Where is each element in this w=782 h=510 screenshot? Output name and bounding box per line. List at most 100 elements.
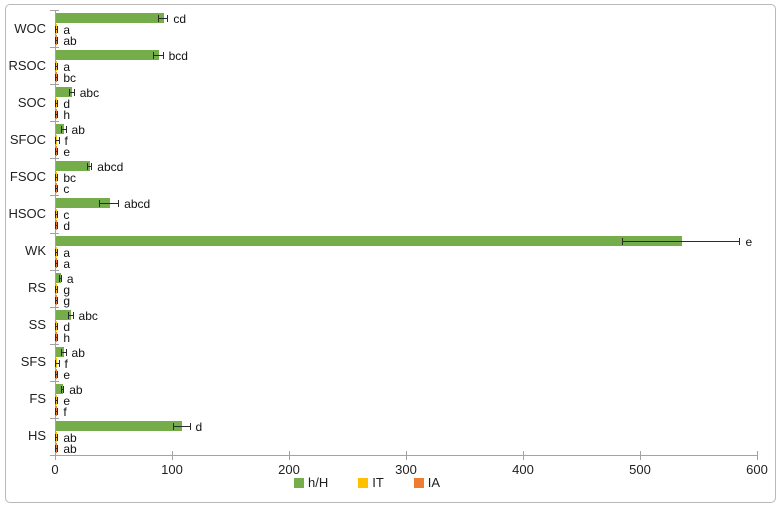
error-bar-cap bbox=[72, 311, 74, 319]
error-bar-cap bbox=[58, 274, 60, 282]
y-tick bbox=[50, 380, 59, 382]
sig-label: abc bbox=[79, 86, 100, 101]
error-bar-cap bbox=[55, 111, 56, 119]
sig-label: g bbox=[63, 293, 71, 308]
sig-label: a bbox=[66, 271, 74, 286]
error-bar bbox=[69, 92, 74, 94]
error-bar-cap bbox=[67, 311, 69, 319]
error-bar-cap bbox=[55, 407, 56, 415]
error-bar-cap bbox=[55, 296, 56, 304]
error-bar-cap bbox=[57, 285, 59, 293]
error-bar-cap bbox=[167, 15, 169, 22]
error-bar-cap bbox=[55, 148, 56, 156]
legend-item-hH: h/H bbox=[294, 475, 328, 490]
error-bar-cap bbox=[69, 89, 71, 97]
bar-hH-FSOC bbox=[56, 161, 90, 172]
sig-label: h bbox=[63, 108, 71, 123]
bar-hH-RSOC bbox=[56, 50, 159, 61]
error-bar bbox=[55, 177, 58, 179]
x-tick bbox=[289, 451, 290, 460]
error-bar-cap bbox=[57, 433, 59, 441]
error-bar-cap bbox=[57, 37, 59, 44]
error-bar-cap bbox=[60, 348, 62, 356]
error-bar bbox=[55, 362, 59, 364]
x-tick-label: 0 bbox=[51, 462, 59, 477]
error-bar-cap bbox=[63, 385, 65, 393]
y-tick bbox=[50, 84, 59, 86]
error-bar bbox=[173, 425, 190, 427]
sig-label: e bbox=[63, 367, 71, 382]
bar-hH-RS bbox=[56, 272, 61, 283]
error-bar-cap bbox=[57, 444, 59, 452]
x-tick-label: 500 bbox=[629, 462, 651, 477]
error-bar-cap bbox=[55, 137, 56, 145]
y-tick bbox=[50, 455, 59, 456]
sig-label: d bbox=[63, 97, 71, 112]
x-tick-label: 100 bbox=[161, 462, 183, 477]
error-bar bbox=[55, 410, 58, 412]
error-bar-cap bbox=[73, 89, 75, 97]
category-label: HSOC bbox=[8, 205, 46, 221]
category-label: WOC bbox=[14, 20, 46, 36]
sig-label: e bbox=[63, 393, 71, 408]
sig-label: a bbox=[63, 60, 71, 75]
sig-label: a bbox=[63, 245, 71, 260]
error-bar-cap bbox=[57, 74, 59, 82]
error-bar bbox=[55, 66, 58, 68]
error-bar-cap bbox=[57, 370, 59, 378]
error-bar-cap bbox=[162, 52, 164, 60]
sig-label: d bbox=[63, 319, 71, 334]
error-bar-cap bbox=[57, 296, 59, 304]
sig-label: ab bbox=[63, 34, 77, 48]
sig-label: bc bbox=[63, 171, 77, 186]
error-bar-cap bbox=[57, 211, 59, 219]
error-bar-cap bbox=[55, 259, 56, 267]
error-bar-cap bbox=[91, 163, 93, 171]
error-bar-cap bbox=[57, 63, 59, 71]
error-bar bbox=[55, 262, 58, 264]
error-bar-cap bbox=[189, 422, 191, 430]
error-bar-cap bbox=[55, 248, 56, 256]
sig-label: ab bbox=[63, 430, 77, 445]
error-bar-cap bbox=[55, 74, 56, 82]
legend-swatch-IT-icon bbox=[358, 477, 369, 488]
error-bar bbox=[55, 399, 58, 401]
bar-hH-SS bbox=[56, 309, 72, 320]
error-bar-cap bbox=[739, 237, 741, 245]
sig-label: c bbox=[63, 208, 70, 223]
category-label: WK bbox=[25, 243, 46, 259]
x-tick bbox=[640, 451, 641, 460]
error-bar bbox=[60, 129, 66, 131]
sig-label: e bbox=[745, 234, 753, 249]
error-bar bbox=[55, 188, 58, 190]
category-label: SFOC bbox=[9, 131, 46, 147]
sig-label: ab bbox=[71, 123, 85, 138]
legend-label-IA: IA bbox=[427, 475, 441, 490]
error-bar-cap bbox=[55, 26, 56, 33]
error-bar-cap bbox=[55, 63, 56, 71]
sig-label: ab bbox=[69, 382, 83, 397]
sig-label: e bbox=[63, 145, 71, 160]
sig-label: a bbox=[63, 23, 71, 37]
error-bar-cap bbox=[57, 111, 59, 119]
y-tick bbox=[50, 47, 59, 49]
error-bar-cap bbox=[55, 211, 56, 219]
bar-hH-FS bbox=[56, 383, 64, 394]
error-bar bbox=[60, 351, 66, 353]
y-tick bbox=[50, 232, 59, 234]
sig-label: f bbox=[64, 356, 68, 371]
sig-label: f bbox=[64, 134, 68, 149]
bar-hH-SFS bbox=[56, 346, 65, 357]
error-bar-cap bbox=[57, 248, 59, 256]
sig-label: c bbox=[63, 182, 70, 197]
x-tick bbox=[406, 451, 407, 460]
error-bar bbox=[55, 140, 59, 142]
error-bar bbox=[55, 77, 58, 79]
error-bar bbox=[55, 436, 58, 438]
error-bar-cap bbox=[118, 200, 120, 208]
error-bar-cap bbox=[57, 26, 59, 33]
error-bar-cap bbox=[65, 126, 67, 134]
sig-label: cd bbox=[173, 12, 186, 26]
error-bar-cap bbox=[86, 163, 88, 171]
